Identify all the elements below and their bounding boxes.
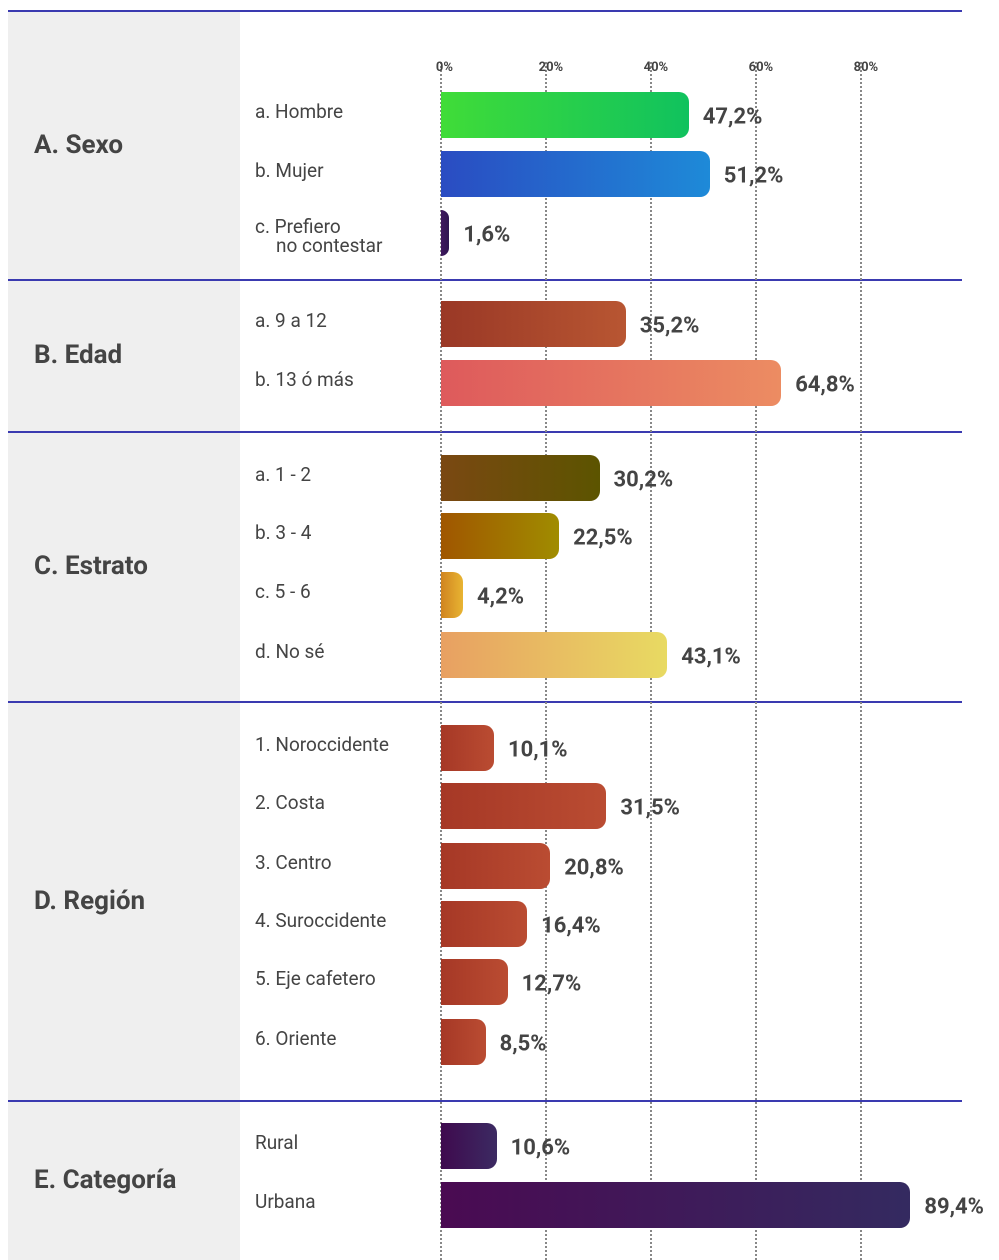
category-label: b. 13 ó más (255, 368, 354, 391)
x-tick-label: 20% (538, 60, 564, 75)
category-label: 6. Oriente (255, 1027, 337, 1050)
group-title: A. Sexo (34, 129, 123, 160)
group-panel (8, 432, 240, 701)
value-label: 43,1% (681, 644, 741, 670)
category-label: d. No sé (255, 640, 325, 663)
value-label: 51,2% (723, 163, 784, 189)
category-label: a. Hombre (255, 100, 344, 123)
value-label: 22,5% (573, 525, 633, 551)
x-tick-label: 60% (748, 60, 774, 75)
category-label: c. Prefiero no contestar (255, 215, 383, 257)
bar (441, 360, 782, 406)
group-panel (8, 702, 240, 1100)
value-label: 8,5% (499, 1031, 547, 1057)
value-label: 89,4% (924, 1194, 984, 1220)
x-tick-label: 0% (435, 60, 453, 75)
bar (441, 572, 464, 618)
grid-line (860, 62, 862, 1260)
bar (441, 725, 495, 771)
value-label: 4,2% (477, 584, 524, 610)
value-label: 10,6% (510, 1135, 571, 1161)
category-label: Urbana (255, 1190, 316, 1213)
group-title: B. Edad (34, 340, 123, 370)
group-separator (8, 10, 962, 12)
value-label: 30,2% (613, 467, 674, 493)
category-label: 1. Noroccidente (255, 733, 389, 756)
bar (441, 632, 668, 678)
value-label: 16,4% (541, 913, 601, 939)
group-panel (8, 11, 240, 279)
category-label: 3. Centro (255, 851, 332, 874)
value-label: 64,8% (795, 372, 855, 398)
category-label: b. 3 - 4 (255, 521, 312, 544)
value-label: 12,7% (521, 971, 582, 997)
bar (441, 1019, 486, 1065)
category-label: a. 9 a 12 (255, 309, 327, 332)
grid-line (755, 62, 757, 1260)
bar (441, 843, 551, 889)
bar (441, 92, 689, 138)
group-separator (8, 279, 962, 281)
group-title: D. Región (34, 885, 146, 916)
category-label: 5. Eje cafetero (255, 967, 376, 990)
category-label: 4. Suroccidente (255, 909, 387, 932)
x-tick-label: 40% (643, 60, 669, 75)
group-separator (8, 701, 962, 703)
group-title: E. Categoría (34, 1165, 177, 1195)
bar (441, 210, 450, 256)
value-label: 47,2% (702, 104, 763, 130)
bar (441, 1123, 497, 1169)
value-label: 20,8% (564, 855, 624, 881)
value-label: 35,2% (639, 313, 700, 339)
bar (441, 783, 607, 829)
bar (441, 513, 560, 559)
category-label: c. 5 - 6 (255, 580, 311, 603)
bar (441, 455, 600, 501)
value-label: 10,1% (508, 737, 568, 763)
bar (441, 151, 710, 197)
bar (441, 1182, 911, 1228)
value-label: 31,5% (620, 795, 680, 821)
group-panel (8, 280, 240, 431)
category-label: a. 1 - 2 (255, 463, 312, 486)
category-label: Rural (255, 1131, 299, 1154)
bar (441, 959, 508, 1005)
group-title: C. Estrato (34, 551, 148, 581)
bar (441, 301, 626, 347)
category-label: b. Mujer (255, 159, 324, 182)
group-separator (8, 431, 962, 433)
category-label: 2. Costa (255, 791, 325, 814)
x-tick-label: 80% (853, 60, 879, 75)
group-separator (8, 1100, 962, 1102)
bar (441, 901, 528, 947)
group-panel (8, 1101, 240, 1260)
value-label: 1,6% (463, 222, 511, 248)
